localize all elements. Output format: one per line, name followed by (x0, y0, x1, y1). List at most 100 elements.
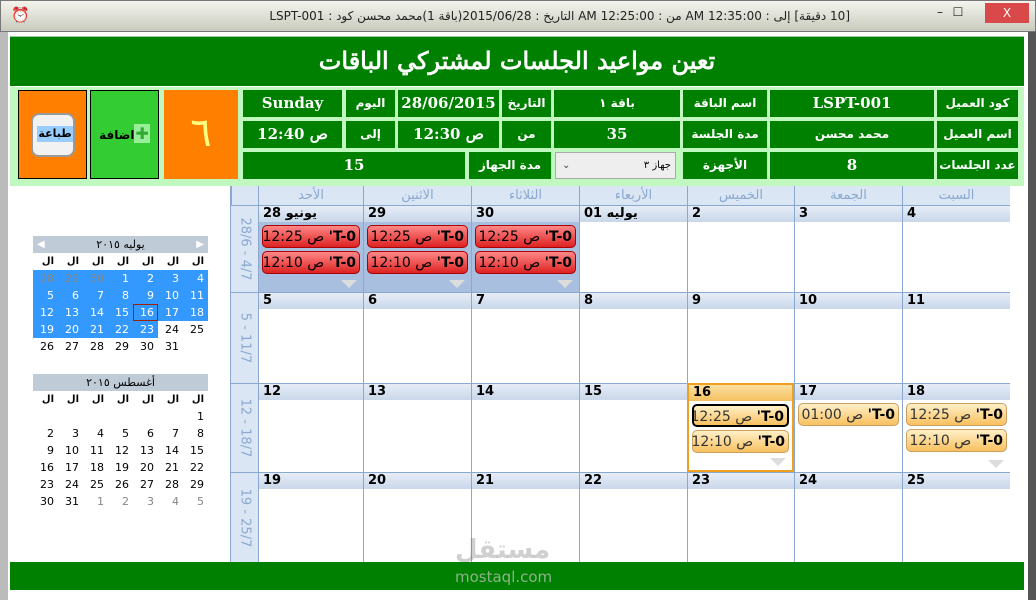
mini-calendar-day[interactable]: 30 (40, 495, 54, 508)
mini-calendar-day[interactable]: 4 (183, 270, 208, 287)
mini-calendar-day[interactable]: 14 (165, 444, 179, 457)
day-cell[interactable]: 16 T-0' ص 12:25 T-0' ص 12:10 (687, 383, 794, 472)
day-cell[interactable]: 14 (471, 383, 579, 472)
mini-calendar-day[interactable]: 26 (40, 340, 54, 353)
mini-calendar-day[interactable]: 28 (33, 270, 58, 287)
appointment[interactable]: T-0' ص 12:10 (906, 429, 1007, 452)
more-arrow-icon[interactable] (341, 280, 357, 288)
appointment[interactable]: T-0' ص 12:10 (262, 251, 360, 274)
appointment[interactable]: T-0' ص 12:25 (262, 225, 360, 248)
mini-calendar-day[interactable]: 3 (147, 495, 154, 508)
mini-calendar-day[interactable]: 1 (197, 410, 204, 423)
print-button[interactable]: طباعة (18, 90, 87, 179)
more-arrow-icon[interactable] (449, 280, 465, 288)
mini-calendar-day[interactable]: 9 (133, 287, 158, 304)
mini-calendar-day[interactable]: 29 (115, 340, 129, 353)
day-cell[interactable]: 13 (363, 383, 471, 472)
appointment[interactable]: T-0' ص 12:25 (906, 403, 1007, 426)
mini-calendar-day[interactable]: 23 (133, 321, 158, 338)
chevron-right-icon[interactable]: ▶ (196, 239, 204, 250)
close-button[interactable]: X (985, 3, 1029, 23)
day-cell[interactable]: 10 (794, 292, 902, 383)
devices-select[interactable]: جهاز ٣ ⌄ (555, 152, 676, 179)
mini-calendar-day[interactable]: 11 (90, 444, 104, 457)
day-cell[interactable]: 7 (471, 292, 579, 383)
mini-calendar-day[interactable]: 2 (133, 270, 158, 287)
mini-calendar-day[interactable]: 2 (47, 427, 54, 440)
mini-calendar-day[interactable]: 20 (140, 461, 154, 474)
mini-calendar-day[interactable]: 18 (183, 304, 208, 321)
mini-calendar-day[interactable]: 19 (33, 321, 58, 338)
mini-calendar-day[interactable]: 8 (197, 427, 204, 440)
mini-calendar-day[interactable]: 28 (165, 478, 179, 491)
day-cell[interactable]: 24 (794, 472, 902, 562)
day-cell[interactable]: 11 (902, 292, 1010, 383)
mini-calendar-day[interactable]: 13 (58, 304, 83, 321)
appointment[interactable]: T-0' ص 12:10 (367, 251, 468, 274)
mini-calendar-day[interactable]: 28 (90, 340, 104, 353)
mini-calendar-day[interactable]: 16 (40, 461, 54, 474)
day-cell[interactable]: 20 (363, 472, 471, 562)
mini-calendar-day[interactable]: 30 (83, 270, 108, 287)
more-arrow-icon[interactable] (988, 460, 1004, 468)
mini-calendar-day[interactable]: 18 (90, 461, 104, 474)
day-cell[interactable]: 30 T-0' ص 12:25 T-0' ص 12:10 (471, 205, 579, 292)
mini-calendar-day[interactable]: 15 (190, 444, 204, 457)
mini-calendar-day[interactable]: 8 (108, 287, 133, 304)
mini-calendar-day[interactable]: 25 (90, 478, 104, 491)
chevron-left-icon[interactable]: ◀ (37, 239, 45, 250)
day-cell[interactable]: 9 (687, 292, 794, 383)
mini-calendar-day[interactable]: 27 (65, 340, 79, 353)
mini-calendar-day[interactable]: 15 (108, 304, 133, 321)
mini-calendar-day[interactable]: 27 (140, 478, 154, 491)
mini-calendar-day[interactable]: 20 (58, 321, 83, 338)
mini-calendar-day[interactable]: 29 (190, 478, 204, 491)
mini-calendar-day[interactable]: 31 (65, 495, 79, 508)
mini-calendar-day[interactable]: 12 (115, 444, 129, 457)
mini-calendar-day[interactable]: 10 (65, 444, 79, 457)
more-arrow-icon[interactable] (770, 458, 786, 466)
mini-calendar-day[interactable]: 26 (115, 478, 129, 491)
day-cell[interactable]: 15 (579, 383, 687, 472)
mini-calendar-day[interactable]: 11 (183, 287, 208, 304)
mini-calendar-day[interactable]: 23 (40, 478, 54, 491)
mini-calendar-day[interactable]: 9 (47, 444, 54, 457)
day-cell[interactable]: 18 T-0' ص 12:25 T-0' ص 12:10 (902, 383, 1010, 472)
mini-calendar-day[interactable]: 2 (122, 495, 129, 508)
add-button[interactable]: ✚اضافة (90, 90, 159, 179)
day-cell[interactable]: 19 (258, 472, 363, 562)
day-cell[interactable]: 3 (794, 205, 902, 292)
day-cell[interactable]: 22 (579, 472, 687, 562)
mini-calendar-day[interactable]: 22 (190, 461, 204, 474)
mini-calendar-day[interactable]: 21 (165, 461, 179, 474)
mini-calendar-day[interactable]: 12 (33, 304, 58, 321)
mini-calendar-day[interactable]: 19 (115, 461, 129, 474)
more-arrow-icon[interactable] (557, 280, 573, 288)
maximize-button[interactable]: ☐ (952, 5, 964, 19)
mini-calendar-day[interactable]: 6 (58, 287, 83, 304)
mini-calendar-day[interactable]: 5 (197, 495, 204, 508)
appointment[interactable]: T-0' ص 12:25 (367, 225, 468, 248)
mini-calendar-day[interactable]: 1 (97, 495, 104, 508)
mini-calendar-day[interactable]: 25 (190, 323, 204, 336)
appointment[interactable]: T-0' ص 01:00 (798, 403, 899, 426)
mini-calendar-day[interactable]: 1 (108, 270, 133, 287)
day-cell[interactable]: 6 (363, 292, 471, 383)
mini-calendar-day[interactable]: 17 (65, 461, 79, 474)
day-cell[interactable]: 23 (687, 472, 794, 562)
day-cell[interactable]: 5 (258, 292, 363, 383)
mini-calendar-day[interactable]: 29 (58, 270, 83, 287)
mini-calendar-day[interactable]: 22 (108, 321, 133, 338)
mini-calendar-day[interactable]: 16 (133, 304, 158, 321)
mini-calendar-day[interactable]: 7 (172, 427, 179, 440)
mini-calendar-day[interactable]: 4 (97, 427, 104, 440)
mini-calendar-day[interactable]: 24 (65, 478, 79, 491)
appointment[interactable]: T-0' ص 12:10 (475, 251, 576, 274)
appointment[interactable]: T-0' ص 12:10 (692, 430, 789, 453)
day-cell[interactable]: يوليه 01 (579, 205, 687, 292)
mini-calendar-day[interactable]: 4 (172, 495, 179, 508)
day-cell[interactable]: 25 (902, 472, 1010, 562)
mini-calendar-day[interactable]: 6 (147, 427, 154, 440)
day-cell[interactable]: 2 (687, 205, 794, 292)
mini-calendar-day[interactable]: 14 (83, 304, 108, 321)
